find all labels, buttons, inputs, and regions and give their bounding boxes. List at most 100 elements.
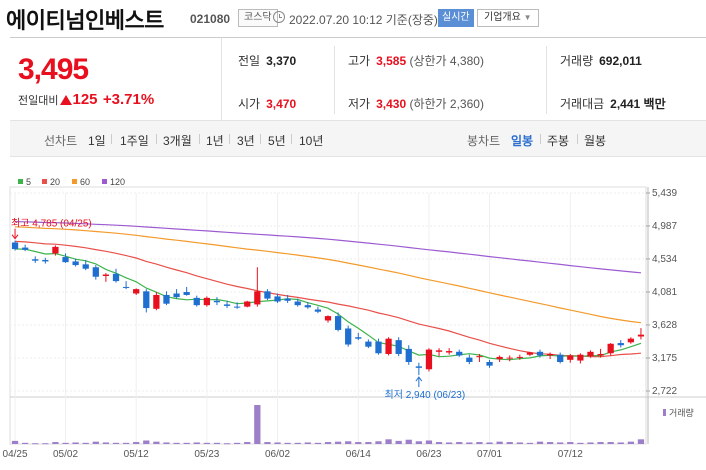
y-tick-label: 5,439 (652, 188, 677, 199)
candle-body (32, 259, 39, 261)
volume-bar (486, 442, 493, 444)
volume-bar (223, 443, 231, 445)
candle-body (173, 293, 180, 298)
period-5y[interactable]: 5년 (268, 134, 286, 148)
candle-body (223, 304, 231, 306)
x-tick-label: 06/14 (346, 449, 371, 460)
candle-body (213, 300, 221, 303)
volume-bar (425, 440, 433, 444)
company-overview-button[interactable]: 기업개요 ▼ (477, 9, 539, 27)
upper-limit: (상한가 4,380) (409, 54, 484, 68)
stat-value: 3,585 (376, 54, 407, 68)
x-tick-label: 07/01 (477, 449, 502, 460)
volume-bar (415, 441, 422, 444)
candle-body (365, 341, 372, 347)
volume-bar (11, 440, 19, 444)
volume-bar (324, 442, 332, 444)
divider (111, 134, 112, 144)
volume-bar (506, 442, 513, 444)
candle-body (274, 296, 281, 302)
volume-bar (637, 439, 645, 444)
stat-high: 고가 3,585 (상한가 4,380) (348, 52, 484, 69)
volume-bar (597, 442, 604, 444)
stat-label: 시가 (238, 97, 261, 111)
volume-bar (405, 439, 412, 444)
candle-body (597, 353, 604, 356)
candle-daily[interactable]: 일봉 (511, 134, 534, 148)
stock-code: 021080 (190, 12, 231, 26)
volume-bar (355, 442, 362, 444)
volume-bar (213, 442, 221, 444)
volume-bar (577, 442, 584, 444)
divider (546, 46, 547, 114)
stat-value: 3,470 (266, 97, 297, 111)
candle-body (496, 356, 503, 360)
divider (199, 134, 200, 144)
company-overview-label: 기업개요 (484, 12, 521, 23)
ma5-line (14, 248, 642, 361)
line-chart-label: 선차트 (44, 134, 78, 148)
volume-bar (284, 442, 291, 444)
legend-swatch (72, 179, 77, 184)
divider (540, 134, 541, 144)
legend-label: 120 (110, 177, 125, 187)
candle-body (153, 294, 160, 309)
period-10y[interactable]: 10년 (299, 134, 324, 148)
volume-bar (22, 442, 29, 444)
volume-bar (617, 442, 624, 444)
stat-label: 저가 (348, 97, 371, 111)
volume-bar (435, 442, 443, 444)
candle-body (516, 356, 523, 358)
volume-bar (496, 441, 503, 444)
candle-weekly[interactable]: 주봉 (547, 134, 570, 148)
volume-bar (536, 441, 544, 444)
stat-volume: 거래량 692,011 (560, 52, 642, 69)
legend-label: 5 (26, 177, 31, 187)
volume-bar (627, 441, 634, 444)
x-tick-label: 05/02 (53, 449, 78, 460)
candle-body (567, 355, 574, 360)
volume-bar (163, 442, 170, 444)
candle-body (587, 351, 594, 357)
period-1y[interactable]: 1년 (206, 134, 224, 148)
volume-bar (274, 442, 281, 444)
candle-body (42, 259, 49, 262)
volume-bar (62, 442, 69, 444)
stat-value: 3,370 (266, 54, 297, 68)
divider (291, 134, 292, 144)
period-3m[interactable]: 3개월 (163, 134, 192, 148)
stock-name: 에이티넘인베스트 (6, 8, 164, 33)
candle-body (425, 349, 433, 370)
high-arrowhead (11, 234, 19, 240)
period-3y[interactable]: 3년 (237, 134, 255, 148)
volume-bar (466, 442, 473, 444)
change-label: 전일대비 (18, 95, 59, 107)
stat-value: 692,011 (599, 54, 642, 68)
volume-bar (133, 442, 140, 444)
candle-body (466, 357, 473, 362)
candle-body (536, 351, 544, 356)
candle-body (264, 291, 271, 299)
divider (334, 46, 335, 114)
volume-bar (345, 441, 352, 444)
volume-bar (32, 443, 39, 445)
volume-bar (476, 442, 483, 444)
volume-bar (395, 440, 402, 444)
candle-body (203, 297, 210, 306)
volume-bar (304, 442, 311, 444)
price-chart: 5 20 60 120 5,439 4,987 4,534 4,081 3,628 3,175 2,… (3, 177, 706, 460)
stat-value: 3,430 (376, 97, 407, 111)
price-box: 3,495 전일대비 125 +3.71% (10, 38, 222, 121)
period-1w[interactable]: 1주일 (120, 134, 149, 148)
price-info-panel: 3,495 전일대비 125 +3.71% 전일 3,370 시가 3,470 고가 3… (10, 37, 706, 121)
divider (260, 134, 261, 144)
volume-bar (516, 442, 523, 444)
realtime-button[interactable]: 실시간 (438, 9, 474, 27)
candle-monthly[interactable]: 월봉 (584, 134, 607, 148)
up-triangle-icon (60, 95, 73, 105)
period-1d[interactable]: 1일 (88, 134, 106, 148)
candle-body (304, 305, 311, 308)
candle-body (334, 316, 342, 330)
volume-bar (153, 441, 160, 444)
candle-body (456, 351, 463, 356)
